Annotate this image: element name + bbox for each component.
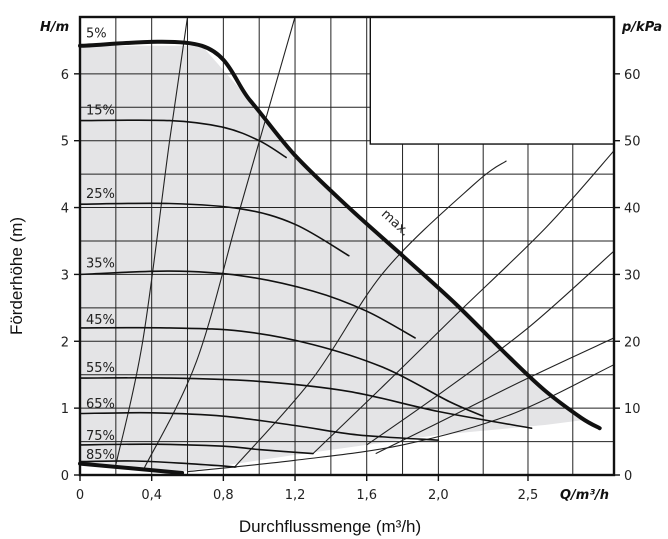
x-tick-label-1: 0,4	[141, 488, 162, 503]
series-label-5pct: 5%	[86, 27, 107, 42]
x-tick-label-2: 0,8	[213, 488, 234, 503]
y2-unit-label: p/kPa	[621, 20, 662, 35]
series-label-75pct: 75%	[86, 429, 115, 444]
y2-tick-label-0: 0	[624, 469, 632, 484]
pump-curve-5pct	[78, 461, 185, 475]
series-label-25pct: 25%	[86, 187, 115, 202]
plot-area: 5%15%25%35%45%55%65%75%85%max.0 0,4 0,8 1,2…	[61, 15, 641, 503]
pump-curve-35pct	[79, 270, 416, 339]
pump-curve-85pct	[79, 460, 237, 468]
y-axis-title: Förderhöhe (m)	[7, 217, 26, 335]
y-tick-label-0: 0	[61, 469, 69, 484]
x-tick-label-6: 2,5	[518, 488, 539, 503]
series-label-85pct: 85%	[86, 448, 115, 463]
y2-tick-label-3: 30	[624, 268, 641, 283]
system-curve-6	[187, 364, 614, 473]
x-axis-title: Durchflussmenge (m³/h)	[239, 517, 421, 536]
pump-curve-45pct	[79, 326, 484, 417]
series-label-45pct: 45%	[86, 313, 115, 328]
y-tick-label-5: 5	[61, 135, 69, 150]
series-label-55pct: 55%	[86, 361, 115, 376]
pump-curve-55pct	[79, 377, 533, 429]
system-curve-2	[233, 160, 507, 468]
system-curve-0	[115, 17, 189, 466]
y-tick-label-4: 4	[61, 202, 69, 217]
pump-curve-25pct	[79, 202, 350, 257]
x-tick-label-0: 0	[76, 488, 84, 503]
x-unit-label: Q/m³/h	[560, 488, 609, 503]
y2-tick-label-5: 50	[624, 135, 641, 150]
y-tick-label-1: 1	[61, 402, 69, 417]
y2-tick-label-2: 20	[624, 335, 641, 350]
pump-curve-65pct	[79, 411, 440, 441]
series-label-15pct: 15%	[86, 104, 115, 119]
x-tick-label-4: 1,6	[356, 488, 377, 503]
series-label-35pct: 35%	[86, 257, 115, 272]
pump-curve-75pct	[79, 443, 314, 455]
y-tick-label-3: 3	[61, 268, 69, 283]
system-curve-5	[375, 337, 614, 455]
pump-curve-15pct	[79, 119, 287, 159]
series-label-65pct: 65%	[86, 397, 115, 412]
y2-tick-label-4: 40	[624, 202, 641, 217]
y2-tick-label-1: 10	[624, 402, 641, 417]
y-tick-label-6: 6	[61, 68, 69, 83]
y-tick-label-2: 2	[61, 335, 69, 350]
x-tick-label-3: 1,2	[285, 488, 306, 503]
x-tick-label-5: 2,0	[428, 488, 449, 503]
y2-tick-label-6: 60	[624, 68, 641, 83]
legend-box	[369, 16, 615, 145]
system-curve-4	[366, 250, 614, 446]
pump-curve-max	[78, 39, 602, 431]
system-curve-1	[144, 17, 296, 468]
system-curve-3	[312, 150, 614, 454]
plot-frame	[78, 15, 616, 477]
operating-region	[80, 45, 600, 472]
y-unit-label: H/m	[40, 20, 69, 35]
